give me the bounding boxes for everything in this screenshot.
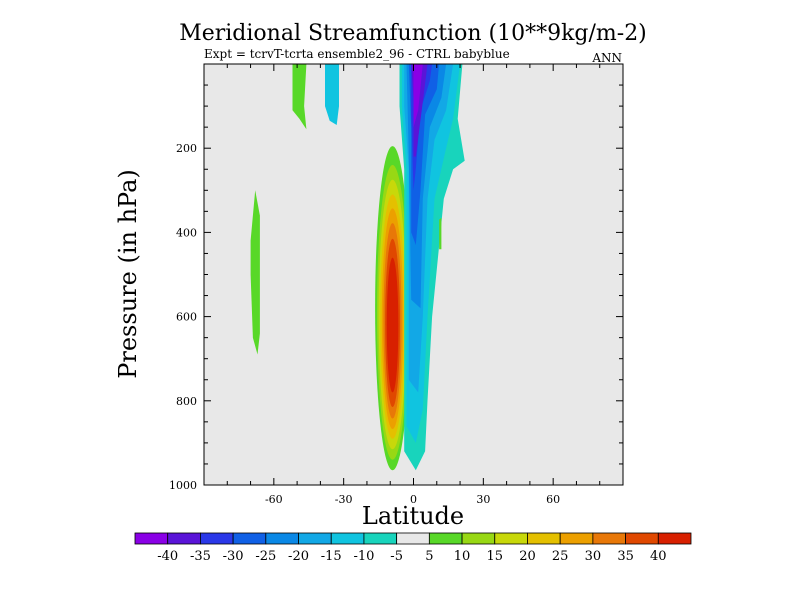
colorbar-swatch xyxy=(657,532,692,545)
x-tick-label: -30 xyxy=(335,493,353,506)
colorbar-swatch xyxy=(461,532,496,545)
colorbar: -40 -35 -30 -25 -20 -15 -10 -5 5 10 15 20 25 30 35 40 xyxy=(134,532,692,564)
colorbar-swatch xyxy=(428,532,463,545)
colorbar-label: -10 xyxy=(353,549,374,564)
colorbar-swatch xyxy=(494,532,528,545)
colorbar-swatch xyxy=(625,532,659,545)
contour-fill-layer xyxy=(250,64,465,471)
colorbar-label: 35 xyxy=(617,549,634,564)
colorbar-swatch xyxy=(396,532,430,545)
colorbar-label: 30 xyxy=(585,549,602,564)
southern-upper-negative-patch xyxy=(325,64,339,125)
chart-title: Meridional Streamfunction (10**9kg/m-2) xyxy=(179,21,647,46)
colorbar-swatch xyxy=(200,532,234,545)
y-tick-label: 400 xyxy=(176,226,197,239)
southern-positive-band xyxy=(250,190,260,355)
y-axis-title: Pressure (in hPa) xyxy=(114,169,142,379)
colorbar-label: 5 xyxy=(425,549,433,564)
colorbar-swatch xyxy=(265,532,299,545)
colorbar-label: -25 xyxy=(255,549,276,564)
negative-contour-8 xyxy=(413,64,423,128)
colorbar-label: -40 xyxy=(157,549,178,564)
x-tick-label: 0 xyxy=(410,493,417,506)
colorbar-swatch xyxy=(330,532,365,545)
x-tick-label: 30 xyxy=(476,493,490,506)
colorbar-swatch xyxy=(363,532,398,545)
colorbar-label: -20 xyxy=(288,549,309,564)
x-tick-label: -60 xyxy=(265,493,283,506)
colorbar-label: -35 xyxy=(190,549,211,564)
colorbar-label: -30 xyxy=(223,549,244,564)
colorbar-swatch xyxy=(527,532,561,545)
colorbar-swatch xyxy=(559,532,594,545)
colorbar-label: -5 xyxy=(390,549,403,564)
axis-ticks: -60 -30 0 30 60 200 400 600 800 1000 xyxy=(169,63,624,506)
colorbar-label: 25 xyxy=(552,549,569,564)
y-tick-label: 600 xyxy=(176,311,197,324)
y-tick-label: 800 xyxy=(176,395,197,408)
colorbar-label: 10 xyxy=(454,549,471,564)
y-tick-label: 200 xyxy=(176,142,197,155)
colorbar-label: 15 xyxy=(486,549,503,564)
colorbar-swatch xyxy=(592,532,626,545)
colorbar-label: -15 xyxy=(321,549,342,564)
y-tick-label: 1000 xyxy=(169,479,197,492)
x-tick-label: 60 xyxy=(546,493,560,506)
southern-upper-positive-patch xyxy=(292,64,307,130)
chart-subtitle: Expt = tcrvT-tcrta ensemble2_96 - CTRL b… xyxy=(204,47,510,61)
colorbar-swatch xyxy=(298,532,332,545)
season-label: ANN xyxy=(591,51,622,65)
x-axis-title: Latitude xyxy=(362,502,464,530)
northern-positive-patch xyxy=(439,217,442,250)
positive-contour-8 xyxy=(386,257,399,393)
colorbar-swatch xyxy=(134,532,169,545)
colorbar-swatch xyxy=(167,532,201,545)
colorbar-swatch xyxy=(232,532,267,545)
colorbar-label: 20 xyxy=(519,549,536,564)
colorbar-label: 40 xyxy=(650,549,667,564)
